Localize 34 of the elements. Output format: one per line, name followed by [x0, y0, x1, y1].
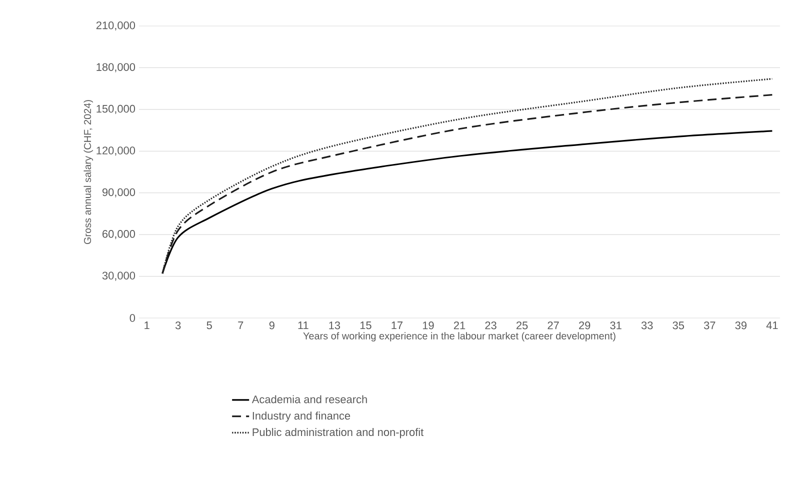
- x-tick-label: 13: [329, 322, 340, 330]
- x-tick-label: 39: [735, 322, 746, 330]
- legend-label: Industry and finance: [252, 412, 350, 422]
- y-tick-label: 210,000: [96, 21, 136, 31]
- y-tick-label: 150,000: [96, 104, 136, 114]
- y-tick-label: 90,000: [102, 188, 136, 198]
- y-tick-label: 120,000: [96, 146, 136, 156]
- x-tick-label: 27: [548, 322, 559, 330]
- y-tick-label: 180,000: [96, 63, 136, 72]
- x-tick-label: 29: [579, 322, 590, 330]
- y-tick-label: 30,000: [102, 272, 136, 281]
- x-tick-label: 5: [206, 322, 212, 330]
- legend-label: Academia and research: [252, 395, 367, 404]
- x-tick-label: 23: [485, 322, 496, 330]
- x-axis-title: Years of working experience in the labour market (career development): [303, 332, 616, 342]
- x-tick-label: 17: [392, 322, 403, 330]
- y-axis-title: Gross annual salary (CHF, 2024): [84, 100, 94, 244]
- x-tick-label: 11: [298, 322, 308, 330]
- x-tick-label: 15: [360, 322, 372, 330]
- y-tick-label: 60,000: [102, 230, 136, 240]
- x-tick-label: 9: [269, 322, 274, 330]
- x-tick-label: 41: [766, 322, 778, 330]
- x-tick-label: 33: [641, 322, 653, 330]
- x-tick-label: 1: [144, 322, 150, 330]
- x-tick-label: 25: [516, 322, 528, 330]
- x-tick-label: 35: [672, 322, 684, 330]
- x-tick-label: 3: [175, 322, 181, 330]
- legend-label: Public administration and non-profit: [252, 428, 424, 438]
- x-tick-label: 37: [704, 322, 716, 330]
- x-tick-label: 31: [610, 322, 622, 330]
- y-tick-label: 0: [130, 314, 136, 322]
- x-tick-label: 19: [422, 322, 434, 330]
- x-tick-label: 7: [238, 322, 244, 330]
- x-tick-label: 21: [454, 322, 466, 330]
